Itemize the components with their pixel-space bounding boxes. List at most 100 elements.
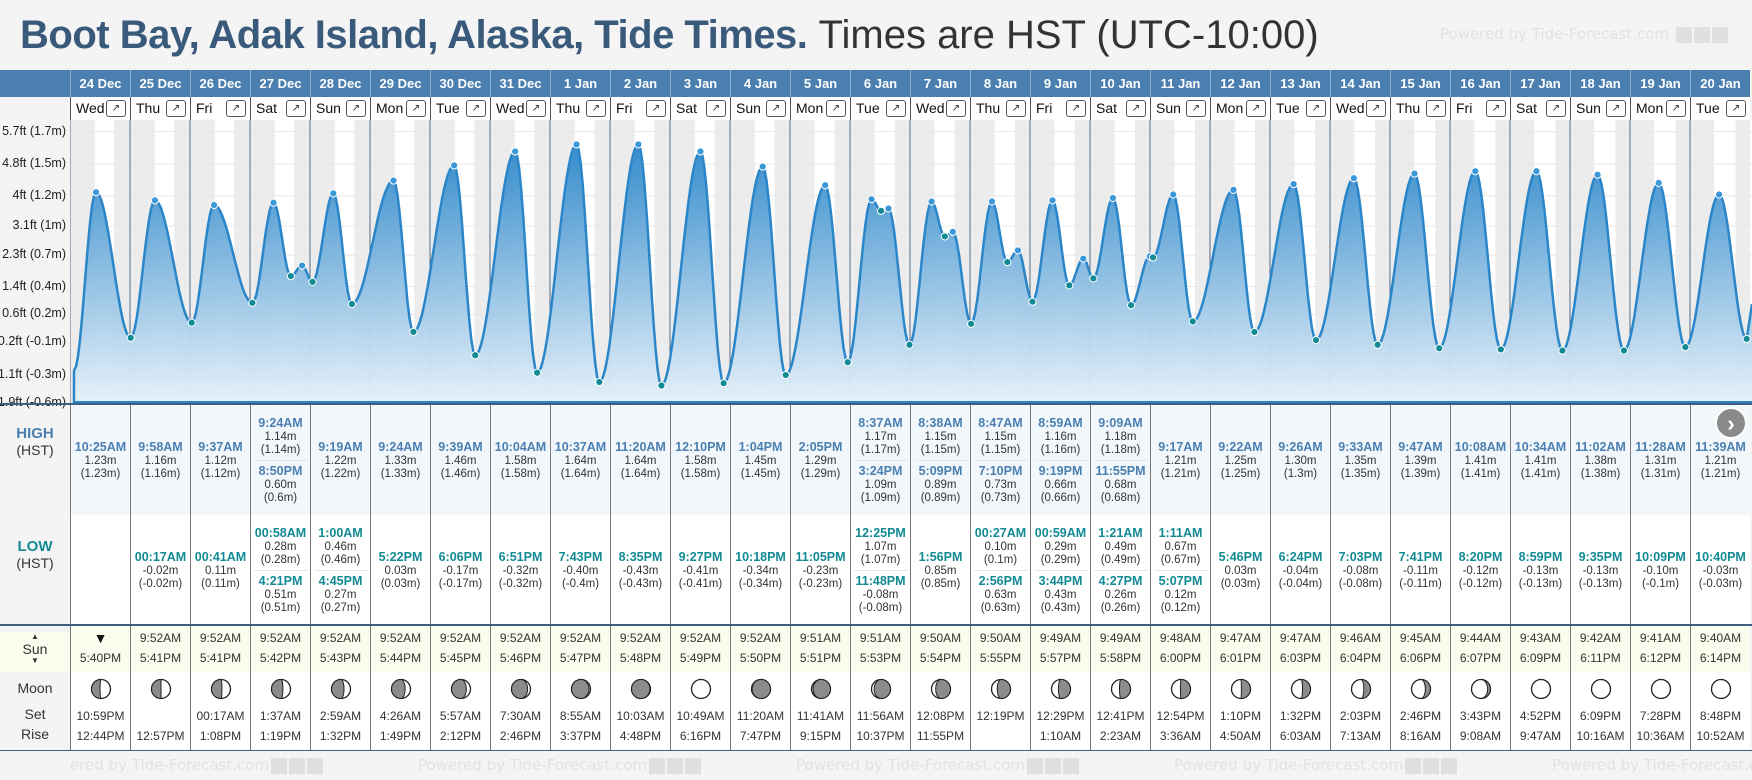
low-tide-point[interactable] (1065, 281, 1074, 290)
expand-day-icon[interactable]: ↗ (406, 100, 426, 117)
low-tide-point[interactable] (1188, 317, 1197, 326)
low-tide-point[interactable] (409, 327, 418, 337)
low-tide-point[interactable] (1127, 301, 1136, 310)
high-tide-point[interactable] (1108, 193, 1117, 203)
high-tide-point[interactable] (1410, 169, 1419, 178)
expand-day-icon[interactable]: ↗ (1426, 100, 1446, 117)
expand-day-icon[interactable]: ↗ (226, 100, 246, 117)
low-tide-point[interactable] (1435, 344, 1444, 353)
expand-day-icon[interactable]: ↗ (106, 100, 126, 117)
low-tide-point[interactable] (1250, 327, 1259, 337)
low-tide-point[interactable] (657, 381, 666, 390)
high-tide-point[interactable] (91, 188, 101, 197)
high-tide-point[interactable] (821, 181, 830, 190)
low-tide-point[interactable] (1558, 346, 1567, 355)
high-tide-point[interactable] (634, 140, 643, 149)
high-tide-point[interactable] (269, 198, 278, 207)
low-tide-point[interactable] (843, 358, 852, 367)
high-tide-point[interactable] (987, 197, 997, 206)
expand-day-icon[interactable]: ↗ (646, 100, 666, 117)
expand-day-icon[interactable]: ↗ (1006, 100, 1026, 117)
expand-day-icon[interactable]: ↗ (826, 100, 846, 117)
high-tide-point[interactable] (867, 195, 876, 204)
high-tide-point[interactable] (150, 196, 160, 205)
high-tide-point[interactable] (1349, 174, 1358, 183)
low-tide-point[interactable] (187, 318, 196, 327)
low-tide-point[interactable] (347, 299, 356, 309)
low-tide-point[interactable] (1148, 253, 1158, 262)
low-tide-point[interactable] (471, 351, 480, 360)
high-tide-point[interactable] (758, 162, 767, 171)
low-tide-point[interactable] (595, 377, 604, 387)
low-tide-point[interactable] (1003, 257, 1012, 267)
high-tide-point[interactable] (511, 147, 520, 156)
low-tide-point[interactable] (248, 298, 257, 307)
expand-day-icon[interactable]: ↗ (766, 100, 786, 117)
high-tide-point[interactable] (389, 176, 398, 185)
powered-by-link[interactable]: Powered by Tide-Forecast.com (1440, 25, 1728, 44)
expand-day-icon[interactable]: ↗ (1666, 100, 1686, 117)
low-tide-point[interactable] (940, 232, 949, 241)
expand-day-icon[interactable]: ↗ (706, 100, 726, 117)
expand-day-icon[interactable]: ↗ (586, 100, 606, 117)
low-tide-point[interactable] (876, 206, 886, 215)
powered-by-link[interactable]: Powered by Tide-Forecast.com (1552, 751, 1752, 780)
high-tide-point[interactable] (696, 147, 705, 156)
expand-day-icon[interactable]: ↗ (466, 100, 486, 117)
low-tide-point[interactable] (719, 379, 728, 388)
expand-day-icon[interactable]: ↗ (1126, 100, 1146, 117)
expand-day-icon[interactable]: ↗ (946, 100, 966, 117)
low-tide-point[interactable] (533, 368, 542, 377)
powered-by-link[interactable]: Powered by Tide-Forecast.com (70, 751, 324, 780)
expand-day-icon[interactable]: ↗ (1606, 100, 1626, 117)
high-tide-point[interactable] (1532, 167, 1541, 176)
low-tide-point[interactable] (781, 370, 790, 380)
expand-day-icon[interactable]: ↗ (1186, 100, 1206, 117)
low-tide-point[interactable] (1373, 340, 1382, 349)
low-tide-point[interactable] (1681, 342, 1690, 352)
next-days-button[interactable]: › (1715, 407, 1747, 439)
low-tide-point[interactable] (1028, 297, 1037, 306)
high-tide-point[interactable] (1289, 179, 1298, 189)
expand-day-icon[interactable]: ↗ (166, 100, 186, 117)
powered-by-link[interactable]: Powered by Tide-Forecast.com (418, 751, 702, 780)
high-tide-point[interactable] (1013, 246, 1023, 255)
high-tide-point[interactable] (1593, 170, 1602, 179)
high-tide-point[interactable] (209, 200, 219, 210)
expand-day-icon[interactable]: ↗ (1066, 100, 1086, 117)
low-tide-point[interactable] (1496, 345, 1505, 354)
high-tide-point[interactable] (1229, 185, 1238, 194)
low-tide-point[interactable] (1742, 334, 1751, 344)
high-tide-point[interactable] (1048, 196, 1057, 205)
high-tide-point[interactable] (1654, 178, 1663, 187)
expand-day-icon[interactable]: ↗ (886, 100, 906, 117)
expand-day-icon[interactable]: ↗ (1546, 100, 1566, 117)
high-tide-point[interactable] (1169, 190, 1178, 199)
high-tide-point[interactable] (297, 261, 307, 270)
low-tide-point[interactable] (905, 340, 914, 349)
high-tide-point[interactable] (884, 204, 893, 213)
low-tide-point[interactable] (126, 333, 135, 342)
high-tide-point[interactable] (329, 189, 338, 198)
expand-day-icon[interactable]: ↗ (1486, 100, 1506, 117)
expand-day-icon[interactable]: ↗ (1246, 100, 1266, 117)
powered-by-link[interactable]: Powered by Tide-Forecast.com (1174, 751, 1458, 780)
high-tide-point[interactable] (1715, 190, 1724, 199)
low-tide-point[interactable] (1619, 346, 1629, 355)
expand-day-icon[interactable]: ↗ (1366, 100, 1386, 117)
low-tide-point[interactable] (1089, 274, 1098, 283)
expand-day-icon[interactable]: ↗ (286, 100, 306, 117)
high-tide-point[interactable] (1471, 167, 1480, 176)
expand-day-icon[interactable]: ↗ (1306, 100, 1326, 117)
high-tide-point[interactable] (572, 140, 581, 149)
low-tide-point[interactable] (286, 271, 295, 281)
high-tide-point[interactable] (450, 161, 459, 170)
low-tide-point[interactable] (308, 277, 317, 286)
high-tide-point[interactable] (927, 197, 936, 206)
high-tide-point[interactable] (1079, 254, 1088, 263)
high-tide-point[interactable] (948, 227, 957, 236)
powered-by-link[interactable]: Powered by Tide-Forecast.com (796, 751, 1080, 780)
low-tide-point[interactable] (1311, 336, 1321, 345)
expand-day-icon[interactable]: ↗ (526, 100, 546, 117)
expand-day-icon[interactable]: ↗ (1726, 100, 1746, 117)
